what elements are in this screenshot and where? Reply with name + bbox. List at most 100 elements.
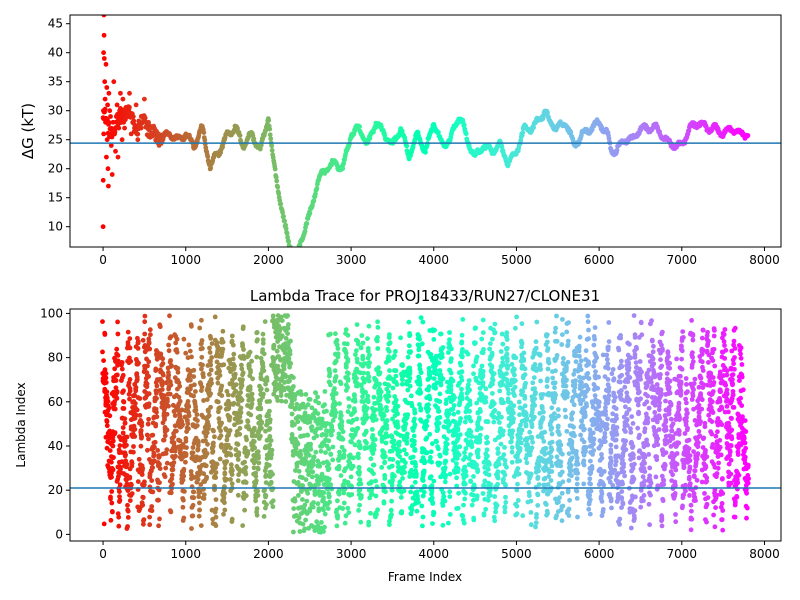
lambda-point <box>426 414 431 419</box>
lambda-point <box>540 392 546 397</box>
lambda-point <box>309 424 315 430</box>
lambda-point <box>279 398 284 404</box>
lambda-point <box>117 489 122 494</box>
lambda-point <box>291 375 296 380</box>
lambda-point <box>221 511 226 517</box>
lambda-point <box>239 397 245 403</box>
lambda-point <box>128 358 134 364</box>
lambda-point <box>209 355 215 360</box>
lambda-point <box>492 518 498 524</box>
lambda-point <box>287 360 293 365</box>
lambda-point <box>224 388 230 394</box>
lambda-point <box>417 388 423 394</box>
lambda-point <box>208 336 214 341</box>
lambda-point <box>526 480 531 485</box>
dg-point <box>295 249 300 254</box>
lambda-point <box>264 378 270 383</box>
lambda-point <box>454 475 459 481</box>
dg-point <box>128 131 134 137</box>
lambda-point <box>195 443 201 448</box>
lambda-point <box>125 515 131 520</box>
lambda-point <box>342 520 348 526</box>
lambda-point <box>145 447 150 453</box>
lambda-point <box>404 451 409 457</box>
dg-point <box>267 132 273 138</box>
lambda-point <box>436 360 442 366</box>
lambda-point <box>153 406 159 412</box>
lambda-point <box>307 419 313 425</box>
lambda-point <box>467 408 472 414</box>
lambda-point <box>434 354 439 359</box>
lambda-point <box>332 386 337 391</box>
lambda-point <box>420 319 426 325</box>
lambda-point <box>197 325 203 331</box>
lambda-point <box>339 423 345 429</box>
lambda-point <box>380 482 386 488</box>
lambda-point <box>520 389 526 394</box>
lambda-point <box>303 477 309 482</box>
lambda-point <box>110 467 116 473</box>
lambda-point <box>261 351 267 357</box>
lambda-point <box>292 422 297 427</box>
lambda-point <box>145 421 151 427</box>
lambda-point <box>514 314 519 320</box>
lambda-point <box>402 426 407 432</box>
lambda-point <box>326 466 332 471</box>
lambda-point <box>221 495 227 501</box>
lambda-point <box>248 412 254 418</box>
lambda-point <box>500 341 506 347</box>
lambda-point <box>177 383 183 389</box>
lambda-point <box>447 330 452 335</box>
lambda-point <box>528 522 534 528</box>
lambda-point <box>259 419 265 425</box>
lambda-point <box>341 448 347 454</box>
lambda-point <box>381 500 387 506</box>
lambda-point <box>131 393 137 399</box>
lambda-point <box>455 466 461 472</box>
lambda-point <box>108 496 113 502</box>
lambda-point <box>298 448 303 454</box>
lambda-point <box>221 362 227 368</box>
lambda-point <box>443 458 449 464</box>
lambda-point <box>375 346 381 351</box>
lambda-point <box>413 464 418 469</box>
lambda-point <box>159 379 165 384</box>
lambda-point <box>404 415 410 420</box>
lambda-point <box>322 389 328 394</box>
dg-point <box>274 178 280 184</box>
lambda-point <box>496 450 501 456</box>
lambda-point <box>428 449 434 455</box>
dg-point <box>109 172 115 177</box>
lambda-point <box>384 418 390 423</box>
lambda-point <box>228 462 234 468</box>
lambda-point <box>511 403 517 409</box>
lambda-point <box>414 471 419 477</box>
lambda-point <box>247 384 253 390</box>
lambda-point <box>455 409 461 415</box>
lambda-point <box>104 389 110 395</box>
lambda-point <box>502 462 508 467</box>
lambda-point <box>136 360 141 366</box>
lambda-point <box>354 348 359 353</box>
lambda-point <box>469 502 475 508</box>
lambda-point <box>418 315 424 321</box>
lambda-point <box>366 364 372 369</box>
lambda-point <box>447 421 452 427</box>
dg-point <box>120 96 126 102</box>
lambda-point <box>211 428 216 434</box>
lambda-point <box>212 314 218 320</box>
lambda-point <box>109 459 114 465</box>
dg-point <box>118 90 123 96</box>
lambda-point <box>276 354 282 360</box>
lambda-point <box>300 497 305 502</box>
dg-y-axis-label: ΔG (kT) <box>19 103 37 159</box>
lambda-point <box>127 377 133 382</box>
lambda-point <box>420 514 426 520</box>
x-tick-label: 0 <box>99 253 107 267</box>
lambda-point <box>263 381 268 387</box>
lambda-point <box>283 399 289 404</box>
lambda-point <box>194 412 200 417</box>
lambda-point <box>519 321 525 327</box>
lambda-point <box>304 498 310 504</box>
lambda-point <box>393 373 399 379</box>
